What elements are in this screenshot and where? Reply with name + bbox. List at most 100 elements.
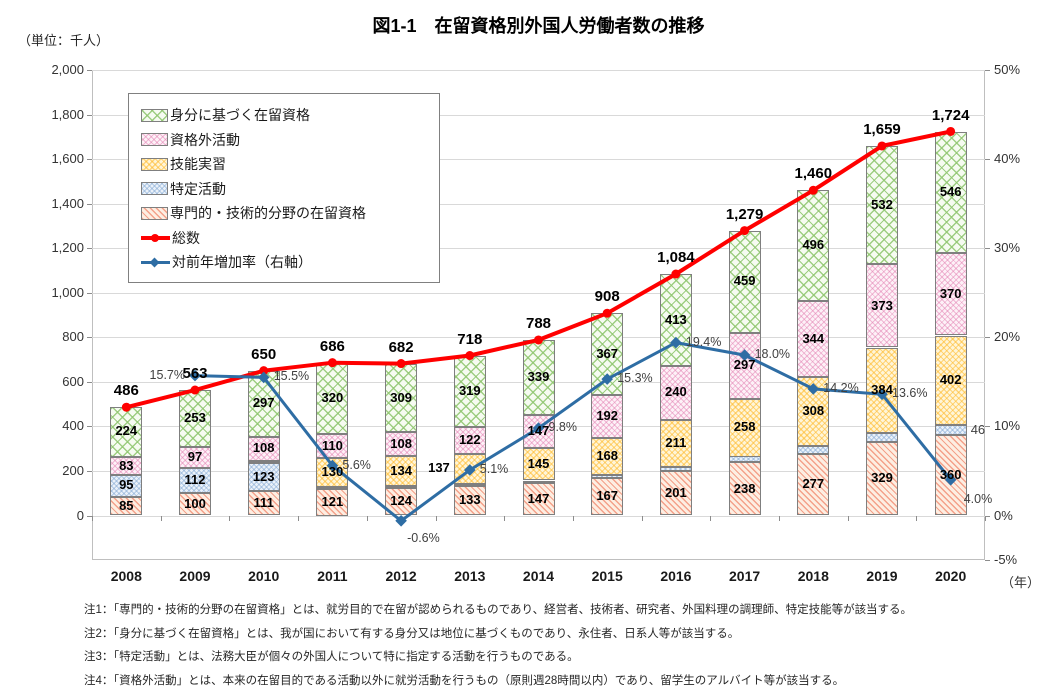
year-label: 2014 [522, 568, 555, 584]
footnote-3: 注3：「特定活動」とは、法務大臣が個々の外国人について特に指定する活動を行うもの… [84, 651, 579, 663]
training-pattern-swatch-icon [141, 157, 168, 171]
bar-segment-designated [453, 484, 486, 487]
left-axis-tick-label: 2,000 [51, 62, 84, 77]
total-value-label: 788 [525, 314, 552, 332]
gridline [92, 70, 985, 71]
left-axis-tick-label: 1,600 [51, 151, 84, 167]
segment-label: 238 [733, 480, 756, 496]
growth-rate-label: 15.5% [273, 369, 310, 384]
segment-label: 100 [184, 495, 206, 511]
segment-label: 402 [939, 371, 962, 387]
segment-label: 224 [115, 423, 138, 439]
left-axis-tick [87, 70, 92, 71]
right-axis-tick [985, 515, 990, 517]
total-line-swatch-icon [141, 231, 170, 245]
category-axis-tick [504, 515, 506, 521]
legend-label: 技能実習 [170, 156, 226, 173]
right-axis-tick-label: 10% [994, 418, 1021, 434]
segment-label: 121 [321, 493, 344, 509]
right-axis-tick [985, 560, 990, 561]
segment-label: 532 [871, 196, 893, 212]
left-axis-tick [87, 159, 92, 161]
growth-rate-label: 19.4% [685, 334, 722, 349]
category-axis-tick [435, 515, 437, 521]
category-axis-tick [916, 515, 918, 521]
bar-segment-designated [385, 486, 418, 489]
bar-segment-professional [110, 496, 143, 516]
segment-label: 297 [733, 357, 756, 373]
segment-label: 309 [390, 389, 412, 405]
legend-label: 資格外活動 [170, 131, 240, 148]
growth-rate-label: 14.2% [823, 380, 859, 395]
year-label: 2013 [454, 568, 486, 584]
left-axis-tick [87, 337, 92, 339]
total-value-label: 486 [113, 382, 139, 400]
segment-label: 459 [733, 273, 756, 289]
category-axis-tick [366, 515, 368, 521]
unit-label: （単位：千人） [18, 33, 110, 48]
chart-title: 図1-1 在留資格別外国人労働者数の推移 [372, 16, 705, 36]
segment-label: 370 [939, 285, 962, 301]
gridline [92, 337, 985, 339]
category-axis-tick [778, 515, 780, 521]
footnote-2: 注2：「身分に基づく在留資格」とは、我が国において有する身分又は地位に基づくもの… [84, 627, 740, 640]
right-axis-tick [985, 337, 990, 339]
segment-label: 83 [119, 457, 134, 473]
bar-segment-training [247, 460, 280, 464]
segment-label: 329 [871, 470, 893, 486]
segment-label: 167 [596, 488, 619, 504]
segment-label: 339 [527, 369, 550, 385]
circle-marker-icon [151, 233, 159, 242]
segment-label: 112 [184, 472, 206, 488]
left-axis-tick-label: 1,400 [51, 195, 84, 211]
segment-label: 277 [802, 476, 825, 492]
segment-label: 240 [665, 384, 687, 400]
bar-segment-extra [110, 456, 143, 476]
bar-segment-designated [659, 466, 692, 471]
total-value-label: 1,084 [657, 249, 695, 266]
left-axis-tick-label: 0 [76, 507, 84, 523]
year-label: 2015 [591, 568, 623, 584]
total-value-label: 1,279 [725, 205, 764, 223]
growth-rate-label: 15.7% [149, 367, 185, 382]
right-axis-tick [985, 70, 990, 71]
category-axis-tick [229, 515, 231, 521]
segment-label: 297 [252, 395, 275, 411]
right-axis-tick [985, 159, 990, 161]
left-axis-tick-label: 200 [62, 462, 84, 478]
growth-rate-label: 13.6% [892, 386, 928, 401]
segment-label: 320 [321, 389, 344, 405]
bar-segment-designated [316, 487, 349, 490]
segment-label: 145 [527, 455, 550, 471]
total-value-label: 682 [388, 338, 414, 356]
segment-label: 46 [970, 422, 986, 438]
segment-label: 130 [321, 464, 344, 480]
left-axis-tick [87, 470, 92, 472]
segment-label: 168 [596, 447, 619, 463]
legend-item-designated-activity: 特定活動 [141, 177, 429, 202]
growth-rate-label: -0.6% [407, 530, 440, 545]
legend-item-extra-activity: 資格外活動 [141, 128, 429, 153]
growth-rate-label: 4.0% [963, 491, 993, 506]
bar-segment-designated [728, 456, 761, 463]
category-axis-tick [572, 515, 574, 521]
legend-label: 特定活動 [170, 180, 226, 197]
growth-line-swatch-icon [141, 255, 170, 269]
legend-item-identity: 身分に基づく在留資格 [141, 103, 429, 128]
segment-label: 373 [871, 297, 893, 313]
segment-label: 367 [596, 345, 619, 361]
year-label: 2008 [110, 568, 142, 584]
segment-label: 110 [321, 437, 343, 453]
left-axis-tick-label: 600 [62, 373, 84, 389]
footnote-1: 注1：「専門的・技術的分野の在留資格」とは、就労目的で在留が認められるものであり… [84, 604, 913, 616]
year-label: 2019 [866, 568, 898, 584]
left-axis-tick-label: 400 [62, 418, 84, 434]
category-axis-tick [160, 515, 162, 521]
legend-label: 専門的・技術的分野の在留資格 [170, 205, 366, 222]
segment-label: 123 [252, 468, 275, 484]
total-value-label: 908 [594, 288, 620, 306]
year-label: 2012 [385, 568, 417, 584]
bar-segment-designated [522, 480, 555, 483]
legend-item-training: 技能実習 [141, 152, 429, 177]
segment-label: 496 [802, 237, 825, 252]
